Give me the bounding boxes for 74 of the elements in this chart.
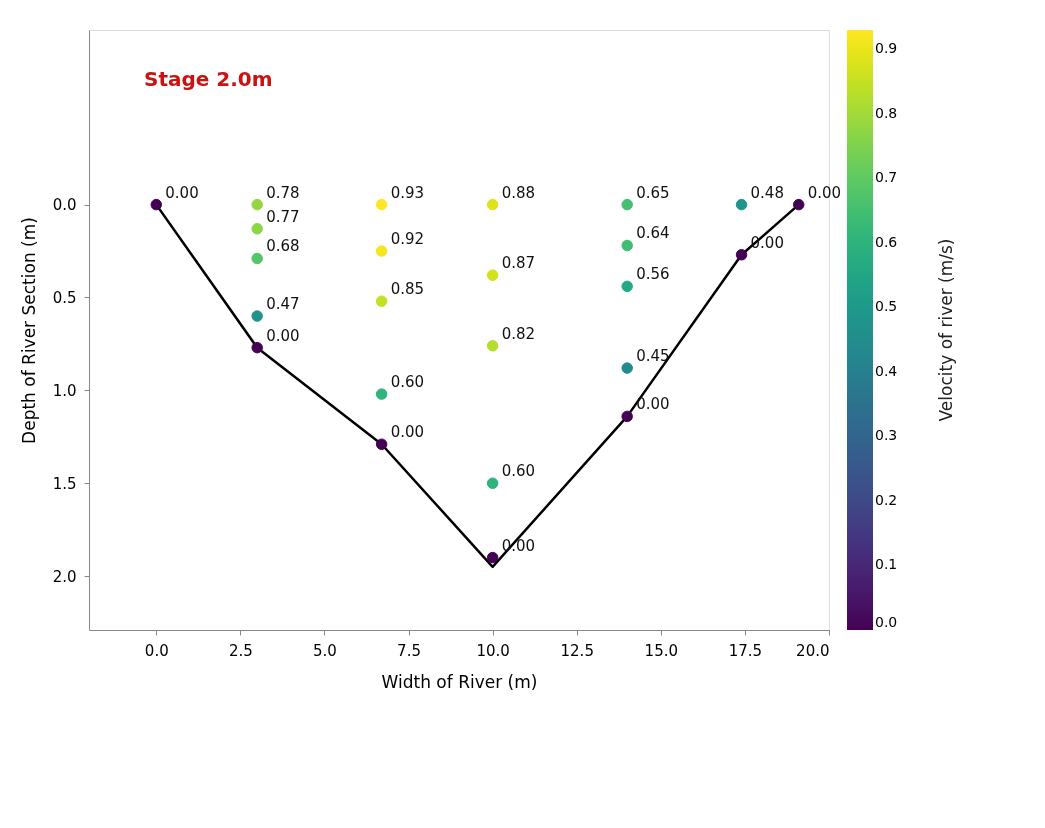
annotation: 0.47 [266, 295, 300, 314]
color-bar-label: 0.5 [875, 298, 898, 315]
point [150, 198, 163, 211]
y-tick-label: 0.0 [52, 196, 77, 215]
annotation: 0.48 [750, 183, 784, 202]
point [251, 341, 263, 354]
point [735, 198, 748, 211]
point [375, 198, 388, 211]
annotation: Stage 2.0m [144, 67, 273, 91]
color-bar-label: 0.7 [875, 169, 898, 186]
color-bar-label: 0.3 [875, 427, 898, 444]
point [486, 198, 499, 211]
annotation: 0.68 [266, 237, 300, 256]
annotation: 0.56 [636, 265, 670, 284]
point [251, 252, 263, 265]
annotation: 0.64 [636, 224, 670, 243]
point [375, 438, 388, 450]
annotation: 0.00 [165, 183, 199, 202]
annotation: 0.85 [390, 280, 425, 299]
annotation: 0.88 [501, 183, 536, 202]
point [621, 239, 633, 252]
x-tick-label: 12.5 [560, 641, 594, 660]
annotation: 0.00 [390, 423, 425, 442]
point [621, 198, 633, 211]
x-tick-label: 20.0 [796, 641, 830, 660]
color-bar-label: 0.4 [875, 362, 898, 379]
y-tick-label: 0.5 [52, 288, 77, 307]
x-tick-label: 7.5 [397, 641, 421, 660]
annotation: 0.00 [266, 326, 300, 345]
point [375, 295, 388, 307]
x-tick-label: 0.0 [144, 641, 169, 660]
annotation: 0.45 [636, 347, 670, 366]
color-bar-label: 0.1 [875, 556, 898, 573]
annotation: 0.77 [266, 207, 300, 226]
point [792, 198, 805, 211]
y-axis-title: Depth of River Section (m) [18, 217, 39, 444]
y-tick-label: 1.5 [52, 474, 77, 493]
annotation: 0.87 [501, 254, 536, 273]
point [251, 223, 263, 235]
point [735, 249, 748, 261]
x-tick-label: 5.0 [313, 641, 337, 660]
color-bar-label: 0.9 [875, 40, 898, 57]
point [486, 269, 499, 281]
point [486, 340, 499, 352]
x-tick-label: 10.0 [476, 641, 510, 660]
annotation: 0.82 [501, 324, 536, 343]
x-axis-title: Width of River (m) [381, 671, 538, 692]
point [621, 280, 633, 293]
point [375, 245, 388, 257]
color-bar-title: Velocity of river (m/s) [936, 238, 956, 422]
point [621, 362, 633, 374]
annotation: 0.78 [266, 183, 300, 202]
annotation: 0.00 [807, 183, 842, 202]
point [251, 310, 263, 322]
x-tick-label: 2.5 [228, 641, 253, 660]
y-tick-label: 1.0 [52, 381, 77, 400]
annotation: 0.60 [501, 462, 536, 481]
annotation: 0.93 [390, 183, 425, 202]
color-bar-label: 0.0 [875, 614, 898, 630]
x-tick-label: 15.0 [644, 641, 679, 660]
y-tick-label: 2.0 [52, 567, 77, 586]
point [486, 477, 499, 489]
point [486, 551, 499, 564]
color-bar-label: 0.8 [875, 104, 898, 121]
annotation: 0.92 [390, 230, 425, 249]
x-tick-label: 17.5 [728, 641, 763, 660]
color-bar-label: 0.2 [875, 491, 898, 508]
point [621, 410, 633, 423]
annotation: 0.60 [390, 373, 425, 392]
point [251, 198, 263, 211]
annotation: 0.65 [636, 183, 670, 202]
color-bar-label: 0.6 [875, 233, 898, 250]
point [375, 388, 388, 400]
annotation: 0.00 [636, 395, 670, 414]
